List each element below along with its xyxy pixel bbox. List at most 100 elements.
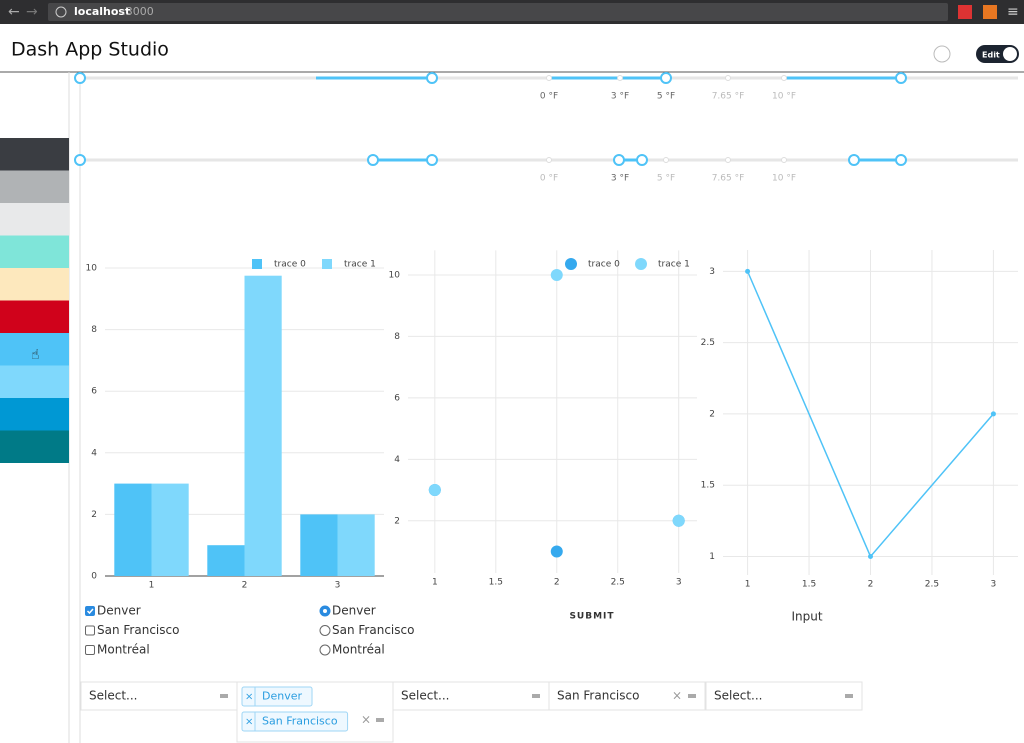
y-tick-label: 2.5: [701, 338, 715, 348]
dropdown-arrow[interactable]: [845, 694, 853, 698]
x-tick-label: 2.5: [611, 578, 625, 588]
slider-handle[interactable]: [895, 72, 907, 84]
dropdown-clear[interactable]: ×: [672, 689, 682, 703]
dropdown-value: San Francisco: [557, 689, 639, 703]
color-swatch[interactable]: [0, 235, 69, 269]
radio-label[interactable]: San Francisco: [332, 623, 414, 637]
slider-dot: [546, 157, 552, 163]
scatter-point: [428, 484, 441, 497]
tag-label: San Francisco: [262, 715, 338, 728]
legend-swatch[interactable]: [635, 258, 647, 270]
line-marker: [868, 553, 873, 559]
checkbox[interactable]: [85, 645, 95, 655]
slider-handle[interactable]: [426, 154, 438, 166]
menu-icon[interactable]: ≡: [1007, 4, 1019, 20]
checkbox[interactable]: [85, 625, 95, 636]
legend-swatch[interactable]: [252, 259, 262, 269]
color-swatch[interactable]: [0, 203, 69, 236]
color-swatch[interactable]: [0, 138, 69, 171]
dropdown[interactable]: [705, 681, 863, 711]
bar: [151, 483, 189, 576]
slider-mark: 3 °F: [611, 174, 629, 184]
dropdown-arrow[interactable]: [220, 694, 228, 698]
slider-dot: [725, 75, 731, 81]
slider-handle[interactable]: [848, 154, 860, 166]
slider-handle[interactable]: [660, 72, 672, 84]
bar: [114, 483, 152, 576]
legend-label[interactable]: trace 1: [344, 260, 376, 270]
x-tick-label: 1.5: [489, 578, 503, 588]
radio-button[interactable]: [319, 625, 331, 636]
tag-remove[interactable]: ×: [245, 717, 253, 728]
dropdown[interactable]: [548, 681, 706, 711]
radio-label[interactable]: Denver: [332, 604, 376, 618]
y-tick-label: 3: [709, 267, 715, 277]
color-swatch[interactable]: [0, 268, 69, 301]
submit-button[interactable]: SUBMIT: [569, 612, 614, 622]
slider-handle[interactable]: [426, 72, 438, 84]
legend-label[interactable]: trace 0: [274, 260, 306, 270]
color-swatch[interactable]: [0, 333, 69, 366]
slider-dot: [725, 157, 731, 163]
dropdown[interactable]: [392, 681, 550, 711]
slider-handle[interactable]: [613, 154, 625, 166]
x-tick-label: 3: [335, 581, 341, 591]
line-marker: [745, 268, 751, 274]
legend-swatch[interactable]: [565, 258, 577, 270]
checkbox[interactable]: [85, 606, 95, 616]
slider-handle[interactable]: [367, 154, 379, 166]
color-swatch[interactable]: [0, 300, 69, 334]
forward-icon[interactable]: →: [26, 4, 38, 20]
dropdown-placeholder: Select...: [89, 689, 137, 703]
color-swatch[interactable]: [0, 430, 69, 464]
x-tick-label: 2: [868, 580, 874, 590]
legend-label[interactable]: trace 1: [658, 260, 690, 270]
scatter-point: [550, 545, 563, 558]
y-tick-label: 4: [394, 455, 400, 465]
legend-label[interactable]: trace 0: [588, 260, 620, 270]
slider-handle[interactable]: [636, 154, 648, 166]
slider-dot: [781, 75, 787, 81]
color-swatch[interactable]: [0, 170, 69, 204]
x-tick-label: 3: [991, 580, 997, 590]
radio-button[interactable]: [319, 644, 331, 656]
status-circle[interactable]: [933, 45, 951, 63]
scatter-point: [550, 268, 563, 281]
slider-handle[interactable]: [74, 72, 86, 84]
x-tick-label: 1: [149, 581, 155, 591]
dropdown-arrow[interactable]: [688, 694, 696, 698]
slider-handle[interactable]: [895, 154, 907, 166]
x-tick-label: 2.5: [925, 580, 939, 590]
radio-label[interactable]: Montréal: [332, 643, 385, 657]
tag-label: Denver: [262, 690, 302, 703]
y-tick-label: 10: [389, 270, 401, 280]
color-swatch[interactable]: [0, 398, 69, 431]
dropdown-arrow[interactable]: [376, 718, 384, 722]
tag[interactable]: [241, 711, 349, 732]
legend-swatch[interactable]: [322, 259, 332, 269]
bar: [337, 514, 375, 576]
tag-remove[interactable]: ×: [245, 692, 253, 703]
tag[interactable]: [241, 686, 313, 707]
y-tick-label: 8: [91, 325, 97, 335]
ext-icon[interactable]: [958, 5, 972, 19]
slider-dot: [617, 75, 623, 81]
url-field[interactable]: [48, 3, 948, 21]
y-tick-label: 4: [91, 448, 97, 458]
slider-mark: 7.65 °F: [712, 174, 745, 184]
scatter-point: [672, 514, 685, 527]
slider-handle[interactable]: [74, 154, 86, 166]
checkbox-label[interactable]: Denver: [97, 604, 141, 618]
color-swatch[interactable]: [0, 365, 69, 399]
checkbox-label[interactable]: San Francisco: [97, 623, 179, 637]
dropdown-clear[interactable]: ×: [361, 713, 371, 727]
toggle-knob[interactable]: [1003, 47, 1017, 61]
back-icon[interactable]: ←: [8, 4, 20, 20]
ext-icon[interactable]: [983, 5, 997, 19]
checkbox-label[interactable]: Montréal: [97, 643, 150, 657]
info-icon[interactable]: [55, 6, 67, 18]
slider-mark: 5 °F: [657, 92, 675, 102]
dropdown[interactable]: [80, 681, 238, 711]
dropdown-arrow[interactable]: [532, 694, 540, 698]
